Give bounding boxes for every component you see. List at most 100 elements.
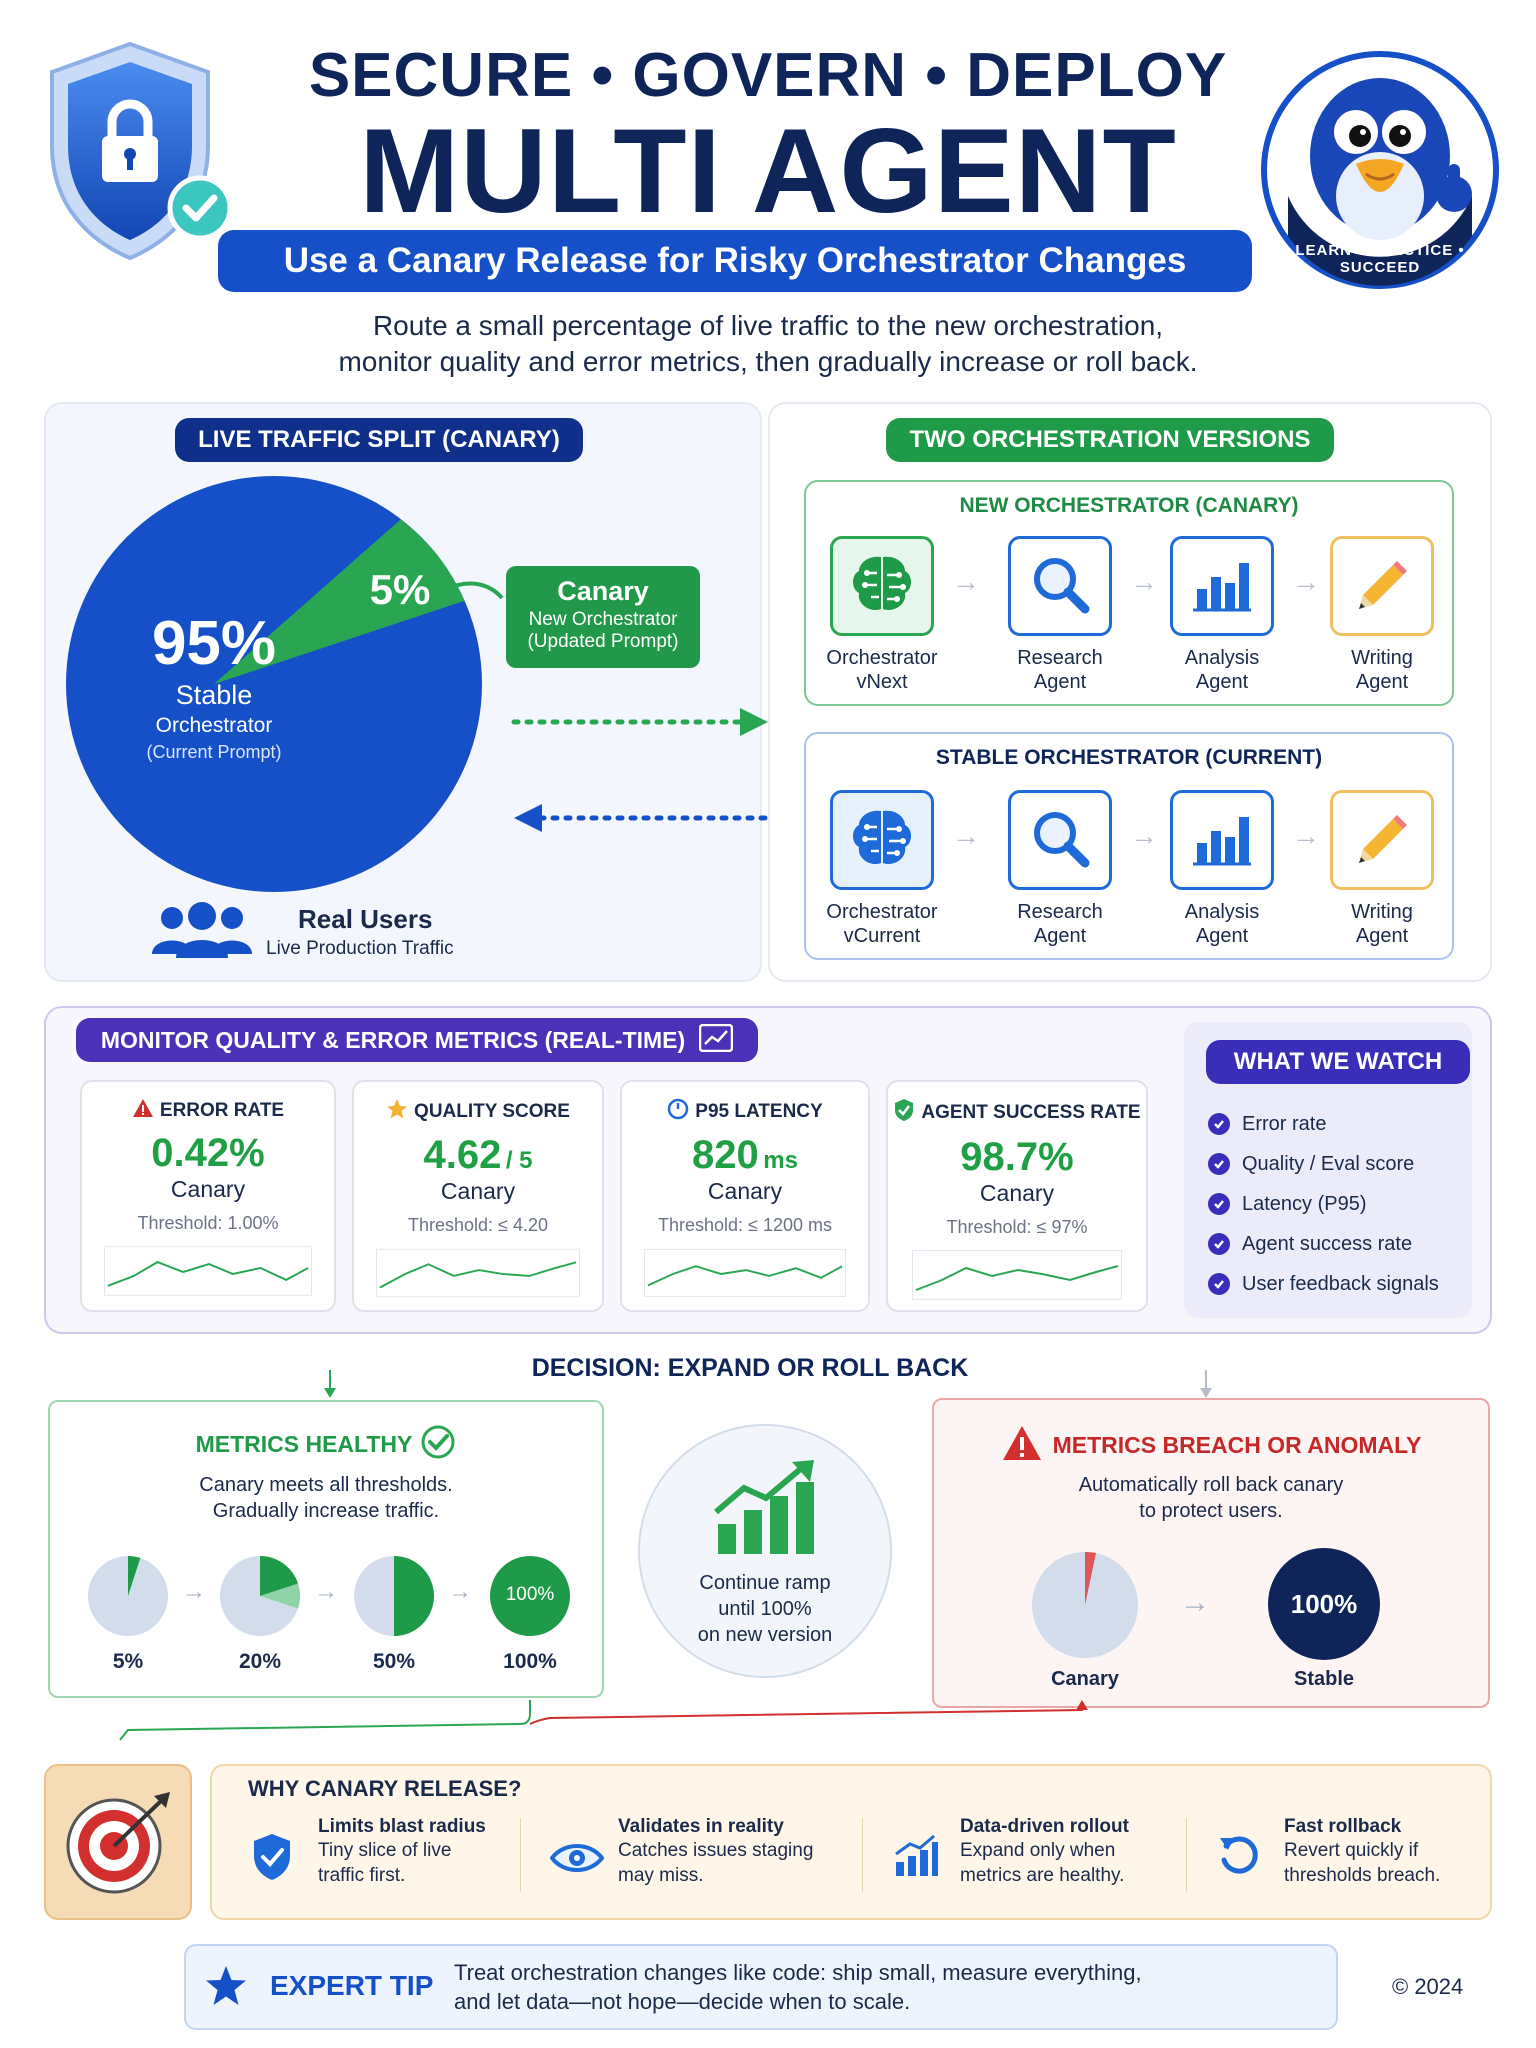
mascot-badge-text: LEARN • PRACTICE • SUCCEED [1295, 242, 1465, 276]
new-agent-1-box [1008, 536, 1112, 636]
new-agent-1-label: Research Agent [1017, 647, 1103, 693]
traffic-arrows [511, 708, 769, 832]
metric-title: AGENT SUCCESS RATE [921, 1101, 1141, 1123]
copyright: © 2024 [1392, 1974, 1464, 1999]
watch-item-label: Latency (P95) [1242, 1192, 1367, 1215]
ramp-step-label: 100% [503, 1650, 557, 1673]
stable-agent-1-label: Research Agent [1017, 901, 1103, 947]
why-item: Limits blast radius Tiny slice of live tr… [318, 1816, 568, 1888]
metric-sparkline [376, 1248, 580, 1298]
why-title: WHY CANARY RELEASE? [248, 1776, 522, 1801]
metric-card: AGENT SUCCESS RATE 98.7% Canary Threshol… [886, 1080, 1148, 1312]
metric-title: ERROR RATE [159, 1099, 285, 1121]
breach-canary-pie [1032, 1551, 1138, 1658]
metric-value: 820 [692, 1133, 759, 1177]
new-agent-3-box [1330, 536, 1434, 636]
metric-title-row: QUALITY SCORE [354, 1098, 602, 1125]
metric-card: P95 LATENCY 820 ms Canary Threshold: ≤ 1… [620, 1080, 870, 1312]
metric-value: 4.62 [423, 1133, 502, 1177]
new-agent-2-label: Analysis Agent [1184, 647, 1260, 693]
flow-arrow: → [1292, 566, 1320, 597]
why-divider [1186, 1818, 1187, 1892]
growth-chart-icon [892, 1832, 940, 1883]
why-item-desc: Expand only when metrics are healthy. [960, 1840, 1125, 1886]
ramp-step-pie: 100% [488, 1554, 572, 1638]
breach-title: METRICS BREACH OR ANOMALY [1052, 1432, 1422, 1458]
target-icon [66, 1792, 170, 1894]
metric-card: QUALITY SCORE 4.62 / 5 Canary Threshold:… [352, 1080, 604, 1312]
stable-agent-2-box [1170, 790, 1274, 890]
metric-sparkline [644, 1248, 846, 1298]
watch-item-label: User feedback signals [1242, 1272, 1439, 1295]
metric-sub: Canary [440, 1178, 516, 1204]
watch-item: Latency (P95) [1208, 1184, 1478, 1224]
star-icon [204, 1964, 248, 2013]
metric-value-row: 4.62 / 5 [354, 1133, 602, 1178]
why-divider [520, 1818, 521, 1892]
watch-item: Agent success rate [1208, 1224, 1478, 1264]
users-title: Real Users [298, 904, 433, 934]
warning-icon [132, 1098, 154, 1123]
metric-value-row: 820 ms [622, 1133, 868, 1178]
why-item-title: Validates in reality [618, 1816, 784, 1837]
breach-desc: Automatically roll back canary to protect… [1078, 1474, 1344, 1522]
ramp-step-label: 5% [112, 1650, 144, 1673]
check-icon [1208, 1273, 1230, 1295]
metric-threshold: Threshold: 1.00% [137, 1213, 279, 1233]
security-shield-icon [40, 36, 240, 266]
canary-percent: 5% [369, 566, 431, 613]
metric-value: 0.42% [151, 1131, 265, 1175]
rollback-icon [1216, 1832, 1262, 1883]
ramp-step-label: 50% [372, 1650, 416, 1673]
traffic-pie-chart [66, 476, 482, 892]
breach-arrow: → [1180, 1586, 1210, 1619]
breach-stable-label: Stable [1293, 1668, 1355, 1690]
canary-connector [443, 581, 504, 600]
metric-title-row: AGENT SUCCESS RATE [888, 1098, 1146, 1127]
why-item: Fast rollback Revert quickly if threshold… [1284, 1816, 1534, 1888]
check-icon [1208, 1113, 1230, 1135]
why-panel [210, 1764, 1492, 1920]
why-item-title: Data-driven rollout [960, 1816, 1129, 1837]
expert-tip-box [184, 1944, 1338, 2030]
check-icon [1208, 1153, 1230, 1175]
healthy-title-row: METRICS HEALTHY [48, 1424, 604, 1465]
stable-sub: Orchestrator [155, 714, 273, 737]
healthy-card [48, 1400, 604, 1698]
target-icon-box [44, 1764, 192, 1920]
stable-agent-1-box [1008, 790, 1112, 890]
decision-arrows [324, 1370, 1212, 1398]
watch-item-label: Agent success rate [1242, 1232, 1413, 1255]
star-icon [386, 1098, 408, 1125]
metric-sub: Canary [170, 1176, 246, 1202]
ramp-step-inner: 100% [505, 1584, 555, 1605]
stable-percent: 95% [151, 609, 277, 678]
metric-value-row: 98.7% [888, 1135, 1146, 1180]
breach-stable-circle: 100% [1268, 1548, 1380, 1660]
watch-item: Quality / Eval score [1208, 1144, 1478, 1184]
intro-text: Route a small percentage of live traffic… [338, 310, 1198, 377]
metric-threshold: Threshold: ≤ 1200 ms [658, 1215, 832, 1235]
monitor-title: MONITOR QUALITY & ERROR METRICS (REAL-TI… [76, 1018, 758, 1062]
eye-icon [549, 1840, 605, 1881]
stable-label: Stable [175, 680, 253, 710]
canary-callout-sub: New Orchestrator [528, 609, 678, 630]
canary-callout-title: Canary [557, 576, 649, 606]
metric-sparkline [104, 1246, 312, 1296]
watch-item: User feedback signals [1208, 1264, 1478, 1304]
growth-chart-icon [710, 1460, 820, 1561]
ramp-arrow: → [314, 1578, 338, 1605]
why-divider [862, 1818, 863, 1892]
metric-threshold: Threshold: ≤ 4.20 [408, 1215, 548, 1235]
watch-item: Error rate [1208, 1104, 1478, 1144]
why-item: Validates in reality Catches issues stag… [618, 1816, 868, 1888]
why-item-title: Fast rollback [1284, 1816, 1402, 1837]
stable-note: (Current Prompt) [146, 742, 282, 762]
bar-chart-icon [1191, 555, 1253, 618]
why-item: Data-driven rollout Expand only when metr… [960, 1816, 1210, 1888]
brain-icon [847, 553, 917, 620]
ramp-step-label: 20% [238, 1650, 282, 1673]
users-icon [150, 902, 254, 962]
canary-callout: Canary New Orchestrator (Updated Prompt) [506, 566, 700, 668]
healthy-title: METRICS HEALTHY [195, 1431, 413, 1457]
